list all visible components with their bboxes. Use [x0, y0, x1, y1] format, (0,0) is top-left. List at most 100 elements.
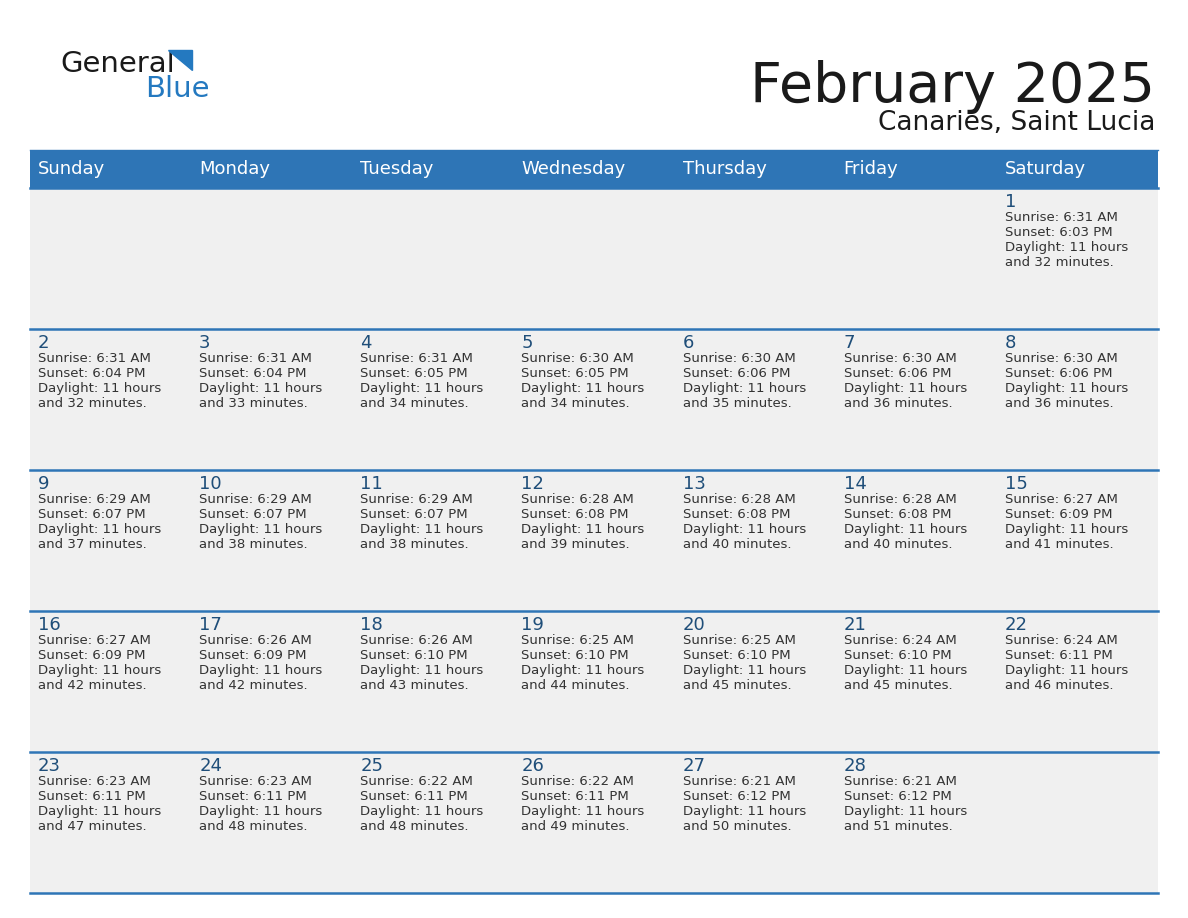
Bar: [835, 188, 997, 329]
Text: 8: 8: [1005, 334, 1016, 352]
Text: Sunrise: 6:27 AM: Sunrise: 6:27 AM: [38, 634, 151, 647]
Text: Daylight: 11 hours: Daylight: 11 hours: [843, 382, 967, 395]
Text: and 32 minutes.: and 32 minutes.: [1005, 256, 1113, 269]
Text: February 2025: February 2025: [750, 60, 1155, 114]
Text: Saturday: Saturday: [1005, 160, 1086, 178]
Text: Sunrise: 6:23 AM: Sunrise: 6:23 AM: [200, 775, 312, 788]
Text: 17: 17: [200, 616, 222, 634]
Text: 28: 28: [843, 757, 866, 775]
Text: Daylight: 11 hours: Daylight: 11 hours: [522, 523, 645, 536]
Text: Daylight: 11 hours: Daylight: 11 hours: [360, 664, 484, 677]
Text: Sunday: Sunday: [38, 160, 106, 178]
Text: and 46 minutes.: and 46 minutes.: [1005, 679, 1113, 692]
Text: and 43 minutes.: and 43 minutes.: [360, 679, 469, 692]
Text: Daylight: 11 hours: Daylight: 11 hours: [360, 805, 484, 818]
Text: Daylight: 11 hours: Daylight: 11 hours: [200, 382, 322, 395]
Text: Daylight: 11 hours: Daylight: 11 hours: [38, 382, 162, 395]
Bar: [513, 329, 675, 470]
Text: Tuesday: Tuesday: [360, 160, 434, 178]
Bar: [353, 752, 513, 893]
Text: Sunrise: 6:25 AM: Sunrise: 6:25 AM: [683, 634, 796, 647]
Text: Sunset: 6:07 PM: Sunset: 6:07 PM: [200, 508, 307, 521]
Text: Sunset: 6:08 PM: Sunset: 6:08 PM: [683, 508, 790, 521]
Text: 18: 18: [360, 616, 383, 634]
Text: 10: 10: [200, 475, 222, 493]
Text: and 38 minutes.: and 38 minutes.: [200, 538, 308, 551]
Bar: [675, 329, 835, 470]
Text: and 41 minutes.: and 41 minutes.: [1005, 538, 1113, 551]
Text: 16: 16: [38, 616, 61, 634]
Text: Sunset: 6:10 PM: Sunset: 6:10 PM: [522, 649, 630, 662]
Text: Sunrise: 6:29 AM: Sunrise: 6:29 AM: [38, 493, 151, 506]
Bar: [191, 611, 353, 752]
Bar: [997, 611, 1158, 752]
Text: 9: 9: [38, 475, 50, 493]
Text: Daylight: 11 hours: Daylight: 11 hours: [522, 805, 645, 818]
Text: 15: 15: [1005, 475, 1028, 493]
Text: Sunset: 6:10 PM: Sunset: 6:10 PM: [683, 649, 790, 662]
Text: Sunrise: 6:28 AM: Sunrise: 6:28 AM: [522, 493, 634, 506]
Text: and 44 minutes.: and 44 minutes.: [522, 679, 630, 692]
Text: Sunrise: 6:26 AM: Sunrise: 6:26 AM: [360, 634, 473, 647]
Bar: [30, 470, 191, 611]
Text: Daylight: 11 hours: Daylight: 11 hours: [360, 523, 484, 536]
Text: Sunrise: 6:27 AM: Sunrise: 6:27 AM: [1005, 493, 1118, 506]
Text: Sunset: 6:11 PM: Sunset: 6:11 PM: [1005, 649, 1113, 662]
Text: Sunrise: 6:22 AM: Sunrise: 6:22 AM: [360, 775, 473, 788]
Text: 2: 2: [38, 334, 50, 352]
Text: Sunset: 6:06 PM: Sunset: 6:06 PM: [843, 367, 952, 380]
Bar: [191, 188, 353, 329]
Text: 23: 23: [38, 757, 61, 775]
Text: Sunrise: 6:30 AM: Sunrise: 6:30 AM: [522, 352, 634, 365]
Text: Sunset: 6:04 PM: Sunset: 6:04 PM: [200, 367, 307, 380]
Text: Daylight: 11 hours: Daylight: 11 hours: [200, 664, 322, 677]
Text: and 38 minutes.: and 38 minutes.: [360, 538, 469, 551]
Text: Daylight: 11 hours: Daylight: 11 hours: [683, 664, 805, 677]
Text: and 40 minutes.: and 40 minutes.: [683, 538, 791, 551]
Text: Sunrise: 6:21 AM: Sunrise: 6:21 AM: [683, 775, 796, 788]
Bar: [835, 329, 997, 470]
Text: and 33 minutes.: and 33 minutes.: [200, 397, 308, 410]
Bar: [513, 611, 675, 752]
Text: Daylight: 11 hours: Daylight: 11 hours: [360, 382, 484, 395]
Text: 20: 20: [683, 616, 706, 634]
Text: and 34 minutes.: and 34 minutes.: [522, 397, 630, 410]
Text: Daylight: 11 hours: Daylight: 11 hours: [200, 523, 322, 536]
Text: 13: 13: [683, 475, 706, 493]
Text: and 34 minutes.: and 34 minutes.: [360, 397, 469, 410]
Text: and 40 minutes.: and 40 minutes.: [843, 538, 953, 551]
Text: Sunset: 6:05 PM: Sunset: 6:05 PM: [360, 367, 468, 380]
Bar: [191, 470, 353, 611]
Text: Daylight: 11 hours: Daylight: 11 hours: [1005, 523, 1129, 536]
Text: Daylight: 11 hours: Daylight: 11 hours: [683, 523, 805, 536]
Text: Sunrise: 6:31 AM: Sunrise: 6:31 AM: [1005, 211, 1118, 224]
Text: Sunset: 6:10 PM: Sunset: 6:10 PM: [360, 649, 468, 662]
Text: Sunset: 6:08 PM: Sunset: 6:08 PM: [522, 508, 628, 521]
Text: Sunrise: 6:21 AM: Sunrise: 6:21 AM: [843, 775, 956, 788]
Text: Sunrise: 6:31 AM: Sunrise: 6:31 AM: [200, 352, 312, 365]
Text: Sunrise: 6:29 AM: Sunrise: 6:29 AM: [360, 493, 473, 506]
Text: Friday: Friday: [843, 160, 898, 178]
Text: 3: 3: [200, 334, 210, 352]
Text: 12: 12: [522, 475, 544, 493]
Bar: [191, 752, 353, 893]
Text: 27: 27: [683, 757, 706, 775]
Text: Sunrise: 6:26 AM: Sunrise: 6:26 AM: [200, 634, 312, 647]
Text: and 42 minutes.: and 42 minutes.: [38, 679, 146, 692]
Text: 19: 19: [522, 616, 544, 634]
Text: Daylight: 11 hours: Daylight: 11 hours: [38, 805, 162, 818]
Bar: [30, 150, 1158, 188]
Bar: [30, 752, 191, 893]
Text: 11: 11: [360, 475, 383, 493]
Bar: [353, 611, 513, 752]
Text: Sunset: 6:11 PM: Sunset: 6:11 PM: [522, 790, 630, 803]
Bar: [997, 188, 1158, 329]
Bar: [997, 752, 1158, 893]
Text: 7: 7: [843, 334, 855, 352]
Text: Daylight: 11 hours: Daylight: 11 hours: [200, 805, 322, 818]
Text: Sunset: 6:07 PM: Sunset: 6:07 PM: [38, 508, 146, 521]
Text: Sunset: 6:09 PM: Sunset: 6:09 PM: [200, 649, 307, 662]
Text: Daylight: 11 hours: Daylight: 11 hours: [683, 382, 805, 395]
Text: Sunrise: 6:30 AM: Sunrise: 6:30 AM: [683, 352, 795, 365]
Text: and 50 minutes.: and 50 minutes.: [683, 820, 791, 833]
